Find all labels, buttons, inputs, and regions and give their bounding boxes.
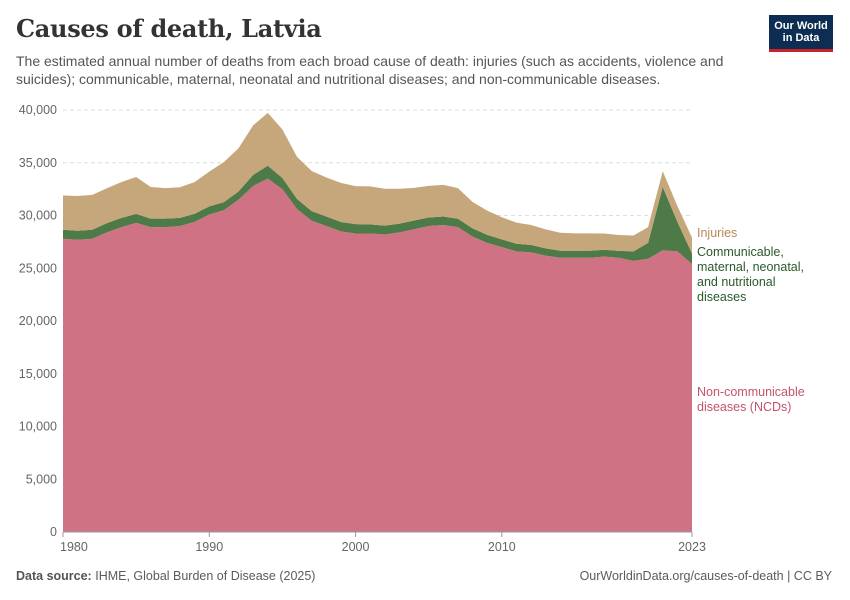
series-label-0: Non-communicable — [697, 385, 805, 399]
series-label-2: Injuries — [697, 226, 737, 240]
x-tick-label: 2010 — [488, 540, 516, 554]
logo-line-1: Our World — [774, 20, 828, 32]
series-label-1: Communicable, — [697, 245, 784, 259]
y-tick-label: 20,000 — [19, 314, 57, 328]
y-tick-label: 15,000 — [19, 367, 57, 381]
data-source-text: IHME, Global Burden of Disease (2025) — [95, 569, 316, 583]
x-tick-label: 1980 — [60, 540, 88, 554]
y-tick-label: 25,000 — [19, 261, 57, 275]
series-label-1: maternal, neonatal, — [697, 260, 804, 274]
y-tick-label: 40,000 — [19, 103, 57, 117]
logo-line-2: in Data — [782, 32, 820, 44]
y-tick-label: 30,000 — [19, 209, 57, 223]
area-series-2[interactable] — [63, 112, 692, 254]
y-tick-label: 35,000 — [19, 156, 57, 170]
x-tick-label: 1990 — [195, 540, 223, 554]
y-tick-label: 10,000 — [19, 420, 57, 434]
area-series-1[interactable] — [63, 165, 692, 265]
areas — [63, 112, 692, 532]
data-source: Data source: IHME, Global Burden of Dise… — [16, 569, 315, 583]
series-label-0: diseases (NCDs) — [697, 400, 791, 414]
area-series-0[interactable] — [63, 178, 692, 532]
x-tick-label: 2023 — [678, 540, 706, 554]
chart-title: Causes of death, Latvia — [16, 14, 322, 43]
y-tick-label: 0 — [50, 525, 57, 539]
y-tick-label: 5,000 — [26, 472, 57, 486]
source-url[interactable]: OurWorldinData.org/causes-of-death | CC … — [579, 569, 832, 583]
x-tick-label: 2000 — [342, 540, 370, 554]
series-label-1: and nutritional — [697, 275, 776, 289]
data-source-label: Data source: — [16, 569, 92, 583]
series-label-1: diseases — [697, 290, 746, 304]
axes: 0 5,000 10,000 15,000 20,000 25,000 30,000 35,0… — [19, 103, 706, 554]
chart-subtitle: The estimated annual number of deaths fr… — [16, 53, 724, 87]
owid-logo[interactable]: Our World in Data — [769, 15, 833, 52]
